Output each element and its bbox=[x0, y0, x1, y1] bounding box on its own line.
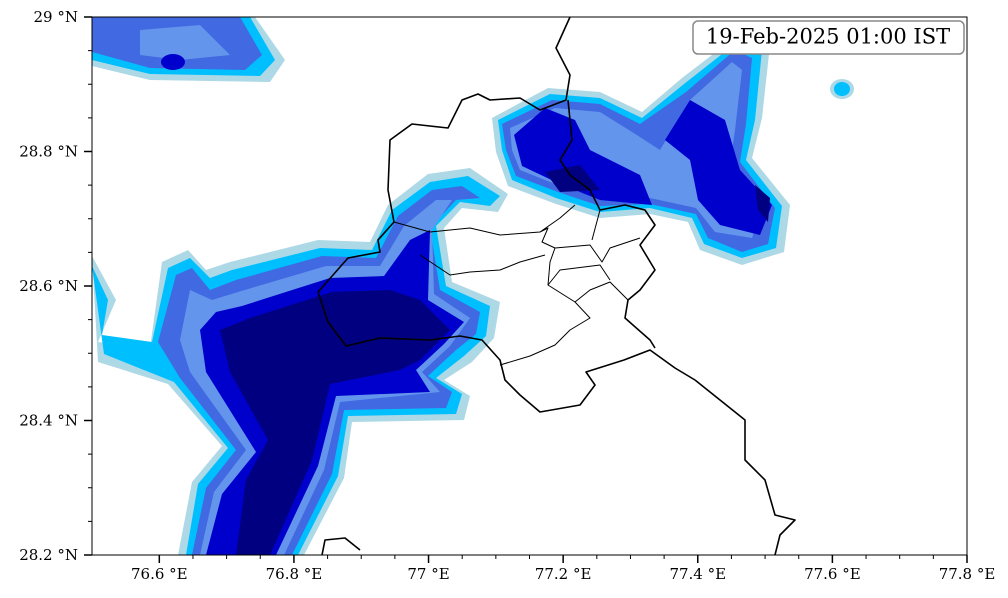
axes: 76.6 °E 76.8 °E 77 °E 77.2 °E 77.4 °E 77.6 °E… bbox=[19, 8, 995, 583]
x-tick-label: 77.8 °E bbox=[939, 565, 996, 583]
x-tick-label: 77.2 °E bbox=[535, 565, 592, 583]
district-boundaries bbox=[317, 17, 796, 555]
x-tick-label: 77.4 °E bbox=[669, 565, 726, 583]
y-tick-label: 29 °N bbox=[34, 8, 78, 26]
y-tick-label: 28.8 °N bbox=[19, 143, 78, 161]
timestamp-box: 19-Feb-2025 01:00 IST bbox=[692, 20, 965, 55]
precipitation-contours bbox=[92, 17, 854, 555]
x-tick-label: 77 °E bbox=[407, 565, 449, 583]
timestamp-frame bbox=[692, 20, 965, 55]
y-tick-label: 28.6 °N bbox=[19, 277, 78, 295]
y-tick-label: 28.4 °N bbox=[19, 412, 78, 430]
timestamp: 19-Feb-2025 01:00 IST bbox=[706, 25, 950, 49]
x-tick-label: 77.6 °E bbox=[804, 565, 861, 583]
x-tick-label: 76.8 °E bbox=[266, 565, 323, 583]
y-tick-label: 28.2 °N bbox=[19, 546, 78, 564]
x-tick-label: 76.6 °E bbox=[131, 565, 188, 583]
